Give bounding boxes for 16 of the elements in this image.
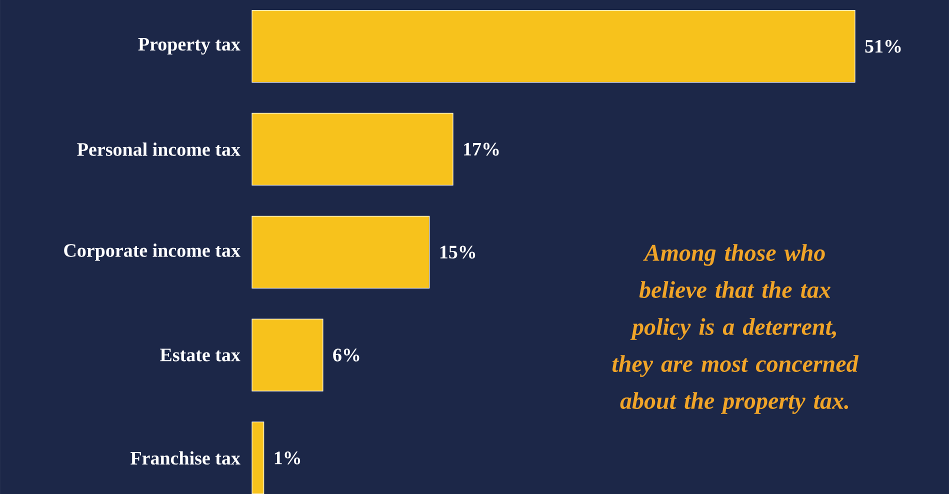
bar [252, 112, 454, 186]
annotation: Among those who believe that the tax policy is a deterrent, they are most concerned about the property tax. [612, 244, 859, 414]
bar [252, 422, 264, 494]
y-tick-label: Franchise tax [130, 451, 240, 465]
y-tick-label: Corporate income tax [64, 243, 240, 261]
data-label: 1% [274, 451, 300, 464]
bar [252, 10, 856, 82]
y-tick-label: Property tax [138, 38, 240, 54]
data-label: 17% [464, 142, 499, 156]
y-tick-label: Personal income tax [77, 142, 240, 156]
y-tick-label: Estate tax [160, 348, 240, 362]
bar [252, 216, 430, 288]
data-label: 6% [333, 348, 360, 362]
bar [252, 318, 324, 392]
data-label: 51% [865, 40, 901, 53]
data-label: 15% [440, 246, 476, 258]
